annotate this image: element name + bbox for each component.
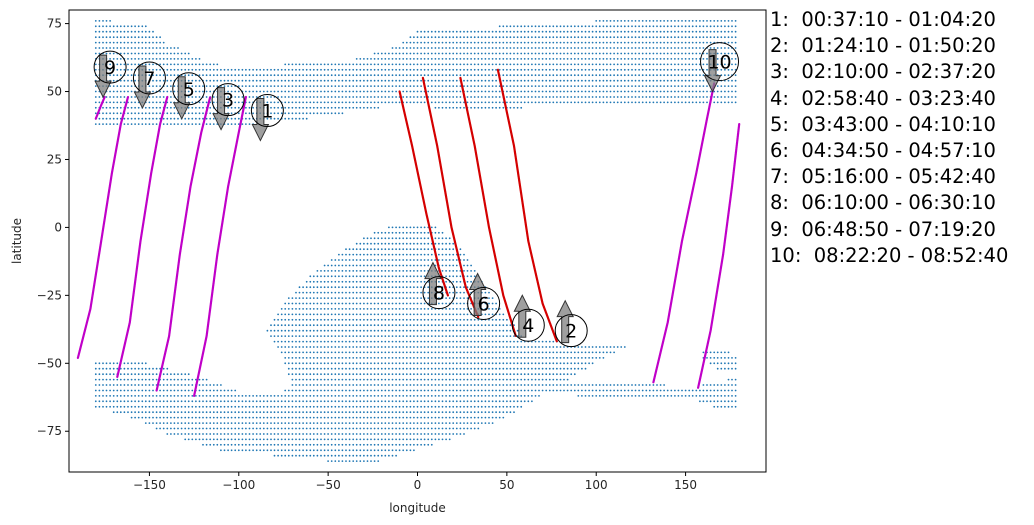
y-axis: −75 −50 −25 0 25 50 75 [37, 17, 69, 438]
marker-arrow-9 [94, 54, 112, 99]
y-tick-label: −25 [37, 288, 62, 302]
marker-circle-4 [511, 308, 545, 342]
legend: 1: 00:37:10 - 01:04:20 2: 01:24:10 - 01:5… [770, 7, 1008, 269]
x-axis-label: longitude [389, 501, 446, 515]
marker-circle-2 [554, 314, 588, 348]
track-pass-10 [696, 122, 741, 389]
marker-label-7: 7 [143, 68, 155, 90]
marker-circle-10 [700, 42, 740, 82]
x-tick-label: −100 [222, 478, 255, 492]
marker-3: 3 [211, 83, 245, 131]
y-tick-label: 50 [47, 85, 62, 99]
y-tick-label: 75 [47, 17, 62, 31]
marker-7: 7 [132, 61, 166, 110]
y-tick-label: 0 [54, 220, 62, 234]
marker-arrow-4 [513, 294, 532, 338]
marker-label-8: 8 [433, 283, 445, 305]
y-tick-label: −50 [37, 356, 62, 370]
marker-2: 2 [554, 299, 588, 348]
marker-arrow-5 [172, 76, 191, 120]
marker-label-4: 4 [522, 315, 534, 337]
marker-circle-9 [93, 50, 127, 84]
marker-circle-1 [250, 94, 284, 128]
x-tick-label: −150 [133, 478, 166, 492]
marker-label-10: 10 [707, 52, 731, 74]
legend-entry: 1: 00:37:10 - 01:04:20 [770, 8, 996, 31]
marker-8: 8 [422, 261, 456, 310]
marker-label-5: 5 [183, 79, 195, 101]
legend-entry: 2: 01:24:10 - 01:50:20 [770, 34, 996, 58]
marker-circle-7 [132, 61, 166, 95]
legend-entry: 9: 06:48:50 - 07:19:20 [770, 217, 996, 241]
marker-10: 10 [700, 42, 740, 93]
x-tick-label: 150 [674, 478, 697, 492]
tracks-layer [76, 68, 741, 397]
marker-4: 4 [511, 294, 545, 342]
marker-1: 1 [250, 94, 284, 142]
marker-label-9: 9 [104, 57, 116, 79]
marker-label-6: 6 [478, 294, 490, 316]
marker-circle-3 [211, 83, 245, 117]
marker-circle-5 [172, 72, 206, 106]
x-tick-label: 0 [414, 478, 422, 492]
y-tick-label: 25 [47, 152, 62, 166]
marker-arrow-10 [703, 49, 722, 93]
marker-arrow-2 [556, 299, 575, 344]
plot-frame [68, 9, 767, 473]
marker-arrow-7 [133, 65, 152, 110]
markers-layer: 1 2 3 4 5 6 7 8 9 10 [93, 42, 740, 348]
marker-arrow-6 [468, 272, 487, 317]
marker-label-1: 1 [261, 101, 273, 123]
legend-entry: 10: 08:22:20 - 08:52:40 [770, 243, 1009, 267]
marker-6: 6 [467, 272, 501, 321]
x-tick-label: −50 [315, 478, 340, 492]
y-axis-label: latitude [10, 218, 24, 264]
track-pass-6 [421, 76, 480, 319]
x-tick-label: 50 [499, 478, 514, 492]
track-pass-4 [459, 76, 517, 338]
track-pass-1 [193, 95, 247, 397]
track-pass-10 [652, 82, 716, 384]
marker-arrow-1 [251, 98, 270, 142]
legend-entry: 5: 03:43:00 - 04:10:10 [770, 112, 996, 136]
track-pass-2 [496, 68, 559, 343]
marker-5: 5 [172, 72, 206, 120]
marker-circle-8 [422, 276, 456, 310]
x-axis: −150 −100 −50 0 50 100 150 [133, 472, 697, 492]
track-pass-3 [155, 95, 212, 392]
legend-entry: 6: 04:34:50 - 04:57:10 [770, 139, 996, 163]
track-pass-9 [94, 95, 106, 120]
legend-entry: 3: 02:10:00 - 02:37:20 [770, 60, 996, 84]
marker-9: 9 [93, 50, 127, 99]
y-tick-label: −75 [37, 424, 62, 438]
marker-arrow-3 [212, 87, 230, 131]
legend-entry: 4: 02:58:40 - 03:23:40 [770, 86, 996, 110]
legend-entry: 7: 05:16:00 - 05:42:40 [770, 165, 996, 189]
legend-entry: 8: 06:10:00 - 06:30:10 [770, 191, 996, 215]
marker-circle-6 [467, 287, 501, 321]
marker-label-3: 3 [222, 90, 234, 112]
x-tick-label: 100 [585, 478, 608, 492]
track-pass-7 [76, 95, 130, 359]
track-pass-5 [116, 95, 169, 378]
marker-arrow-8 [424, 261, 442, 306]
marker-label-2: 2 [565, 321, 577, 343]
